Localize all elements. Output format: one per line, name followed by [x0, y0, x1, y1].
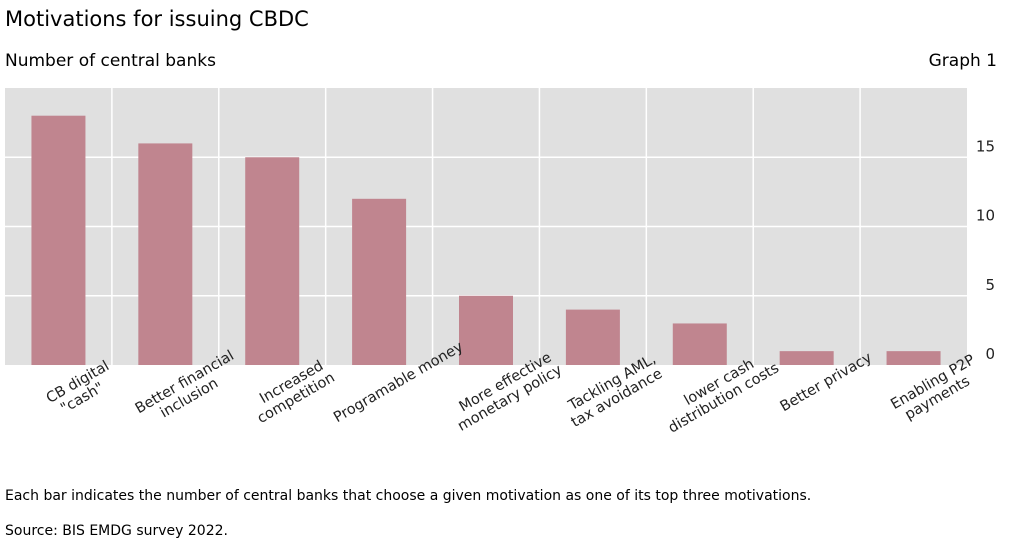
- bars: [31, 115, 941, 365]
- y-tick-labels: 0 5 10 15: [976, 137, 995, 363]
- bar: [672, 323, 727, 365]
- bar: [138, 143, 193, 365]
- chart-note: Each bar indicates the number of central…: [5, 488, 812, 504]
- bar: [31, 115, 86, 365]
- chart-source: Source: BIS EMDG survey 2022.: [5, 523, 228, 539]
- y-tick-label: 10: [976, 207, 995, 225]
- y-tick-label: 0: [985, 345, 995, 363]
- svg-text:Increasedcompetition: Increasedcompetition: [247, 356, 338, 427]
- y-tick-label: 15: [976, 137, 995, 155]
- svg-text:CB digital"cash": CB digital"cash": [44, 358, 120, 421]
- x-tick-label: CB digital"cash": [44, 358, 120, 421]
- bar: [245, 157, 300, 365]
- y-tick-label: 5: [985, 276, 995, 294]
- x-tick-label: Increasedcompetition: [247, 356, 338, 427]
- bar: [565, 309, 620, 365]
- chart-title: Motivations for issuing CBDC: [5, 7, 309, 31]
- graph-number: Graph 1: [928, 51, 997, 71]
- y-axis-unit-label: Number of central banks: [5, 51, 216, 71]
- bar: [352, 198, 407, 365]
- bar: [886, 351, 941, 365]
- bar: [779, 351, 834, 365]
- bar: [459, 295, 513, 365]
